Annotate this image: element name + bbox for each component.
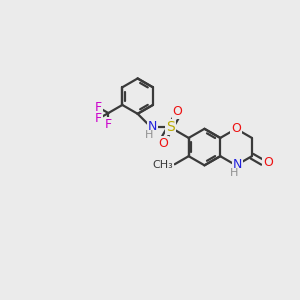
Text: H: H [230,168,238,178]
Text: N: N [148,120,157,133]
Text: F: F [105,118,112,131]
Text: F: F [95,112,102,125]
Text: F: F [95,101,102,114]
Text: O: O [263,156,273,169]
Text: H: H [145,130,154,140]
Text: O: O [173,105,183,118]
Text: CH₃: CH₃ [152,160,173,170]
Text: S: S [166,120,175,134]
Text: N: N [232,158,242,171]
Text: O: O [158,137,168,150]
Text: O: O [231,122,241,135]
